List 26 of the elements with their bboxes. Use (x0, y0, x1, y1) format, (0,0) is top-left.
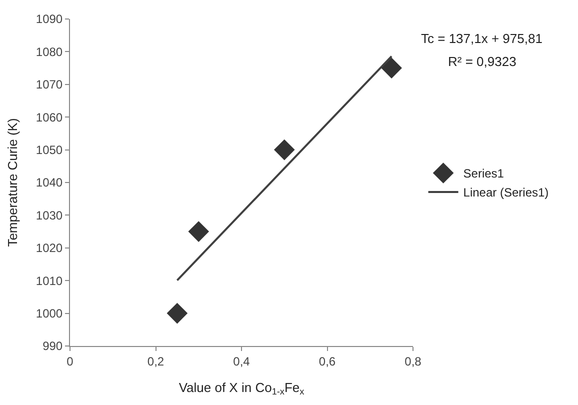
x-tick-label: 0 (66, 354, 74, 368)
point (381, 58, 402, 78)
x-tick-label: 0,2 (147, 354, 164, 368)
y-tick-label: 1040 (36, 176, 63, 190)
y-axis-title: Temperature Curie (K) (4, 118, 20, 247)
y-tick-label: 1080 (36, 44, 63, 59)
legend-label: Linear (Series1) (463, 186, 549, 200)
text: Tc = 137,1x + 975,81 (421, 31, 542, 46)
y-tick-label: 1060 (36, 110, 63, 124)
point (188, 221, 210, 242)
y-tick-label: 1050 (36, 143, 63, 157)
y-tick-label: 1070 (36, 78, 63, 92)
y-tick-label: 1010 (36, 274, 63, 288)
text: R² = 0,9323 (448, 54, 516, 69)
y-tick-label: 1030 (36, 208, 63, 222)
x-tick-label: 0,6 (318, 354, 336, 368)
x-tick-label: 0,4 (233, 354, 250, 368)
y-tick-label: 990 (42, 339, 63, 354)
point (274, 139, 295, 160)
legend-label: Series1 (463, 166, 504, 181)
point (166, 302, 188, 324)
y-tick-label: 1000 (36, 306, 63, 320)
x-tick-label: 0,8 (404, 354, 422, 368)
y-tick-label: 1020 (36, 241, 63, 256)
y-tick-label: 1090 (36, 12, 63, 26)
x-axis-title: Value of X in Co$_{1-x}$Fe$_{x}$ (178, 380, 305, 397)
